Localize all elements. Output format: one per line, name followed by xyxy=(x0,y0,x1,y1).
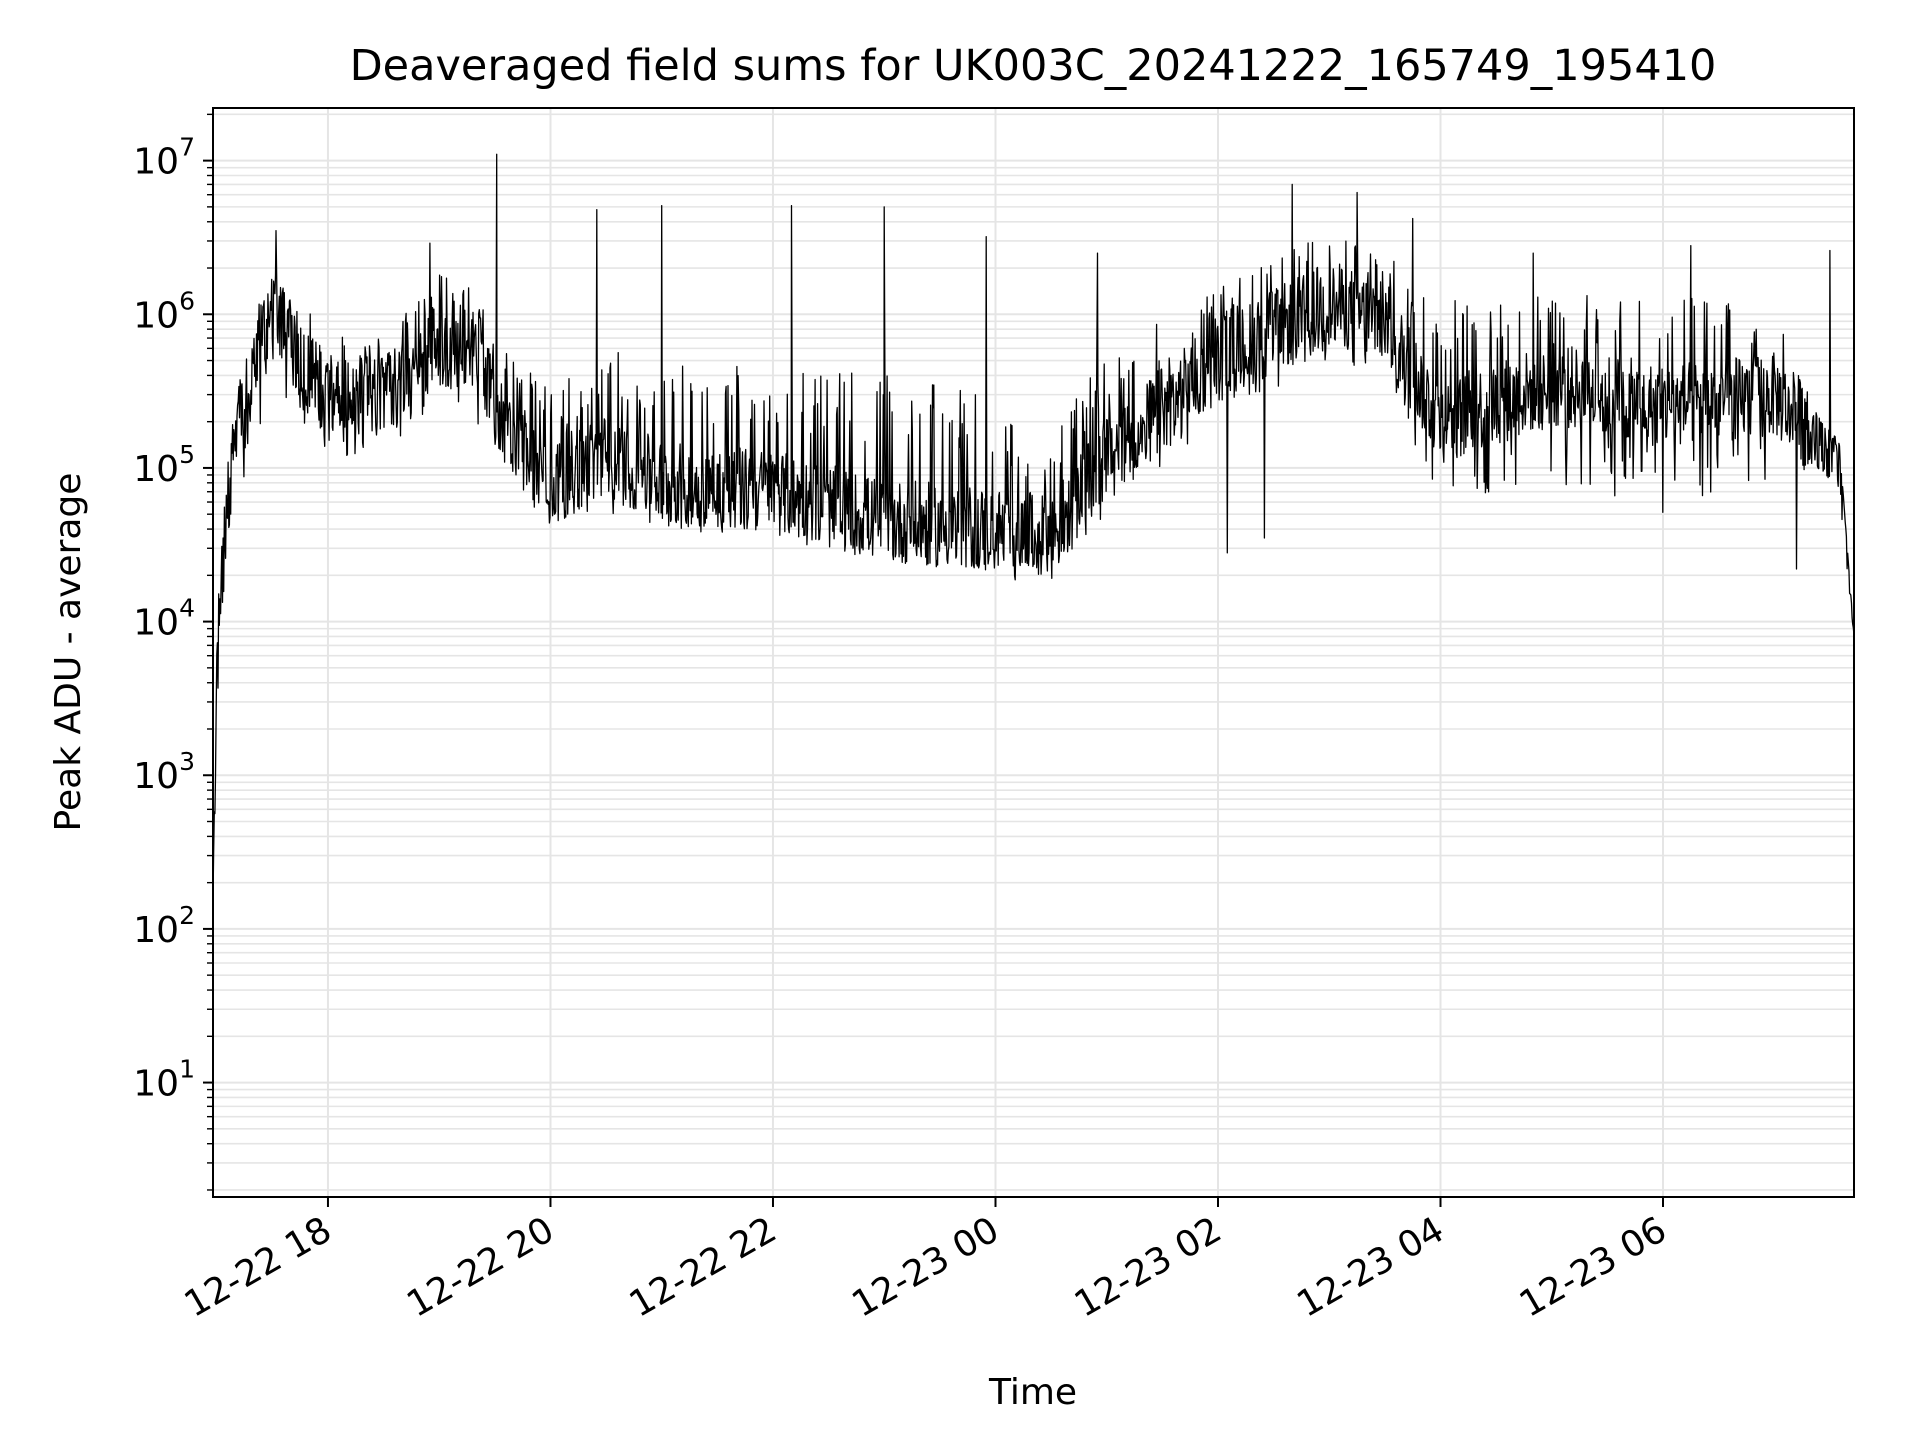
y-tick-label: 104 xyxy=(133,594,195,644)
y-tick-label: 103 xyxy=(133,747,195,797)
grid xyxy=(213,108,1854,1197)
series-line xyxy=(212,153,1855,902)
y-axis: 101 102 103 104 105 106 107 xyxy=(133,113,213,1191)
y-tick-label: 101 xyxy=(133,1055,195,1105)
x-axis-label: Time xyxy=(988,1372,1077,1413)
y-tick-label: 107 xyxy=(133,133,195,183)
plot-frame xyxy=(212,107,1855,1198)
y-tick-label: 102 xyxy=(133,901,195,951)
chart-title: Deaveraged field sums for UK003C_2024122… xyxy=(350,41,1717,91)
y-axis-label: Peak ADU - average xyxy=(48,473,89,832)
series-layer xyxy=(212,153,1855,902)
y-tick-label: 105 xyxy=(133,440,195,490)
y-tick-label: 106 xyxy=(133,286,195,336)
